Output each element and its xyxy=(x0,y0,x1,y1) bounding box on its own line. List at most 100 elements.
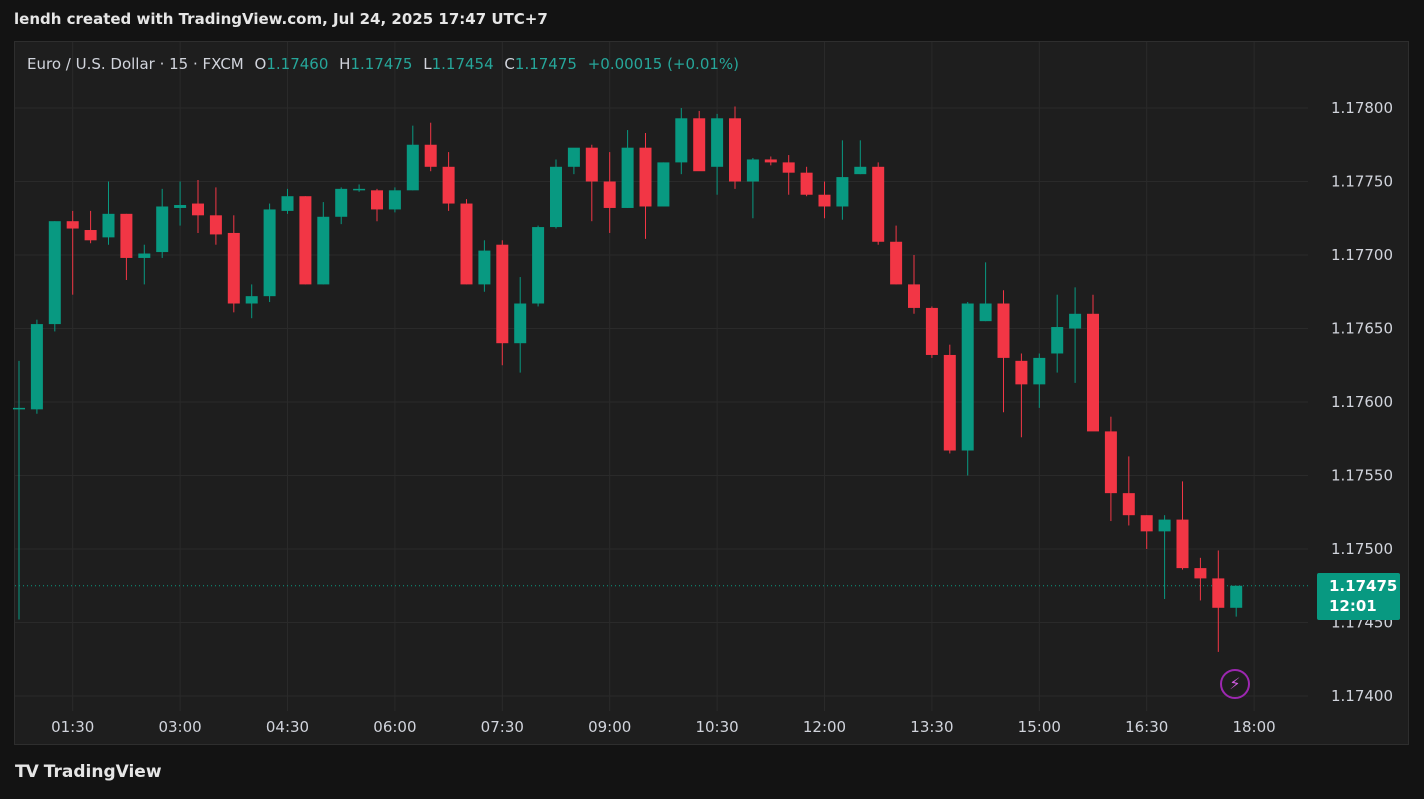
candle-body xyxy=(621,147,634,208)
candle-body xyxy=(1176,519,1189,569)
candle-body xyxy=(836,177,849,207)
candle-body xyxy=(388,190,401,210)
candle-body xyxy=(48,221,61,325)
candle xyxy=(30,319,43,414)
candle-body xyxy=(657,162,670,207)
time-tick-label: 10:30 xyxy=(695,718,738,736)
candle xyxy=(514,277,527,373)
candle-body xyxy=(764,159,777,163)
candle-body xyxy=(943,354,956,451)
symbol-legend[interactable]: Euro / U.S. Dollar · 15 · FXCM O1.17460 … xyxy=(27,55,745,73)
candle xyxy=(764,156,777,166)
candle-body xyxy=(1230,585,1243,608)
candle-body xyxy=(603,181,616,208)
candle xyxy=(299,196,312,285)
candle-body xyxy=(854,166,867,175)
candle xyxy=(1104,416,1117,522)
candle xyxy=(281,188,294,214)
candle-body xyxy=(1051,327,1064,354)
candle-body xyxy=(1015,360,1028,385)
candle xyxy=(209,187,222,245)
candle-body xyxy=(263,209,276,297)
candle xyxy=(388,187,401,213)
candle-body xyxy=(406,144,419,191)
candle xyxy=(1158,515,1171,599)
candle xyxy=(746,157,759,219)
candle xyxy=(711,113,724,195)
candle-body xyxy=(746,159,759,182)
time-axis[interactable]: 01:30 03:00 04:30 06:00 07:30 09:00 10:30 12:00… xyxy=(51,718,1276,736)
candle xyxy=(729,106,741,189)
chart-pane[interactable] xyxy=(14,41,1409,745)
price-tick-label: 1.17700 xyxy=(1331,246,1393,264)
candle-body xyxy=(174,205,187,208)
candle xyxy=(335,187,348,225)
candle xyxy=(675,108,688,175)
candle-body xyxy=(1069,313,1082,329)
candle xyxy=(603,152,616,233)
candle xyxy=(66,210,79,295)
candle-body xyxy=(102,213,115,238)
lightning-icon[interactable]: ⚡ xyxy=(1220,669,1250,699)
last-price-value: 1.17475 xyxy=(1329,577,1398,595)
candle xyxy=(263,203,276,303)
candle-body xyxy=(120,213,133,258)
candle xyxy=(156,188,169,258)
candle xyxy=(406,125,419,191)
candle xyxy=(979,262,992,322)
candle-body xyxy=(908,284,920,308)
candle-body xyxy=(317,216,330,285)
candle xyxy=(1033,353,1046,408)
time-tick-label: 04:30 xyxy=(266,718,309,736)
close-label: C xyxy=(504,55,515,73)
candle xyxy=(621,130,634,208)
candle-body xyxy=(84,230,97,241)
candle xyxy=(550,159,562,229)
candle xyxy=(836,140,849,220)
candle-body xyxy=(245,296,258,304)
candle xyxy=(120,213,133,280)
time-tick-label: 15:00 xyxy=(1018,718,1061,736)
candle-body xyxy=(460,203,473,285)
candle xyxy=(1122,456,1135,526)
footer-brand[interactable]: TV TradingView xyxy=(15,762,162,782)
candle-body xyxy=(514,303,527,344)
candle-body xyxy=(1194,568,1207,579)
candle xyxy=(943,344,956,454)
candle xyxy=(782,155,795,195)
time-tick-label: 16:30 xyxy=(1125,718,1168,736)
candle-body xyxy=(585,147,598,182)
candle-body xyxy=(1104,431,1117,494)
candle-body xyxy=(335,188,348,217)
candle xyxy=(138,244,151,285)
candle xyxy=(1069,287,1082,383)
candle xyxy=(102,181,115,245)
candle-body xyxy=(1122,493,1135,516)
price-tick-label: 1.17600 xyxy=(1331,393,1393,411)
candle-body xyxy=(818,194,831,207)
candle-body xyxy=(997,303,1010,358)
time-tick-label: 18:00 xyxy=(1232,718,1275,736)
candle xyxy=(84,210,97,244)
candle-body xyxy=(567,147,580,167)
price-tick-label: 1.17400 xyxy=(1331,687,1393,705)
candle-body xyxy=(156,206,169,253)
candle xyxy=(1015,353,1028,438)
candle-body xyxy=(711,118,724,167)
candle xyxy=(442,152,455,211)
candle-body xyxy=(639,147,652,207)
symbol-title[interactable]: Euro / U.S. Dollar · 15 · FXCM xyxy=(27,55,244,73)
candle xyxy=(1140,515,1153,549)
candle-body xyxy=(872,166,885,242)
candle xyxy=(1194,557,1207,601)
time-tick-label: 13:30 xyxy=(910,718,953,736)
candle-body xyxy=(532,227,545,304)
low-value: 1.17454 xyxy=(431,55,494,73)
candle xyxy=(1212,550,1225,652)
candle-body xyxy=(729,118,741,182)
price-tick-label: 1.17750 xyxy=(1331,173,1393,191)
candle-body xyxy=(675,118,688,163)
candle xyxy=(818,181,831,219)
candle xyxy=(48,221,61,332)
